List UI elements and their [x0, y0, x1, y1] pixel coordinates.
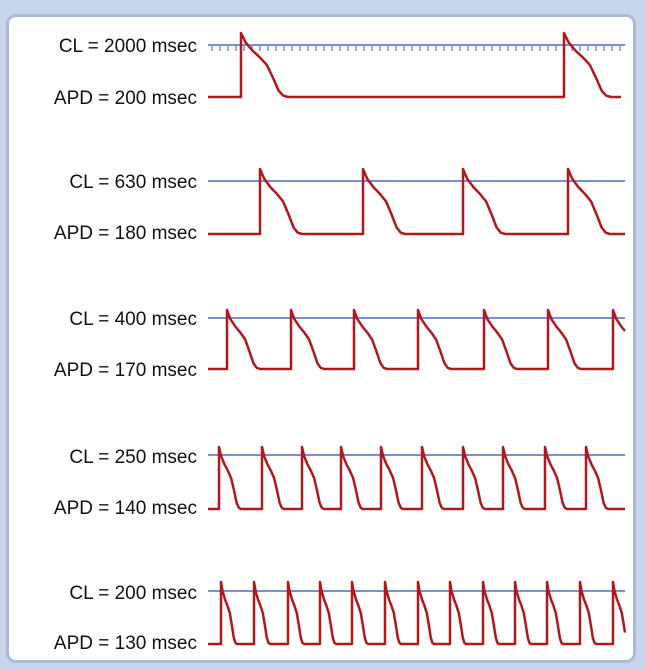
- action-potential-trace-row-4: [208, 445, 625, 511]
- action-potential-trace-row-5: [208, 580, 627, 646]
- cl-label-row-4: CL = 250 msec: [69, 447, 197, 468]
- cl-label-row-1: CL = 2000 msec: [59, 36, 197, 57]
- row-1: CL = 2000 msec APD = 200 msec: [54, 31, 625, 109]
- row-2: CL = 630 msec APD = 180 msec: [54, 167, 625, 244]
- action-potential-trace-row-2: [208, 167, 625, 236]
- row-4: CL = 250 msec APD = 140 msec: [54, 445, 625, 519]
- cl-label-row-2: CL = 630 msec: [69, 172, 197, 193]
- apd-label-row-3: APD = 170 msec: [54, 360, 197, 381]
- row-5: CL = 200 msec APD = 130 msec: [54, 580, 627, 654]
- cl-label-row-5: CL = 200 msec: [69, 583, 197, 604]
- apd-label-row-5: APD = 130 msec: [54, 633, 197, 654]
- action-potential-trace-row-1: [208, 31, 621, 99]
- cl-label-row-3: CL = 400 msec: [69, 309, 197, 330]
- action-potential-trace-row-3: [208, 308, 626, 371]
- apd-label-row-4: APD = 140 msec: [54, 498, 197, 519]
- apd-label-row-1: APD = 200 msec: [54, 88, 197, 109]
- diagram-panel: [6, 14, 636, 663]
- apd-label-row-2: APD = 180 msec: [54, 223, 197, 244]
- row-3: CL = 400 msec APD = 170 msec: [54, 308, 626, 381]
